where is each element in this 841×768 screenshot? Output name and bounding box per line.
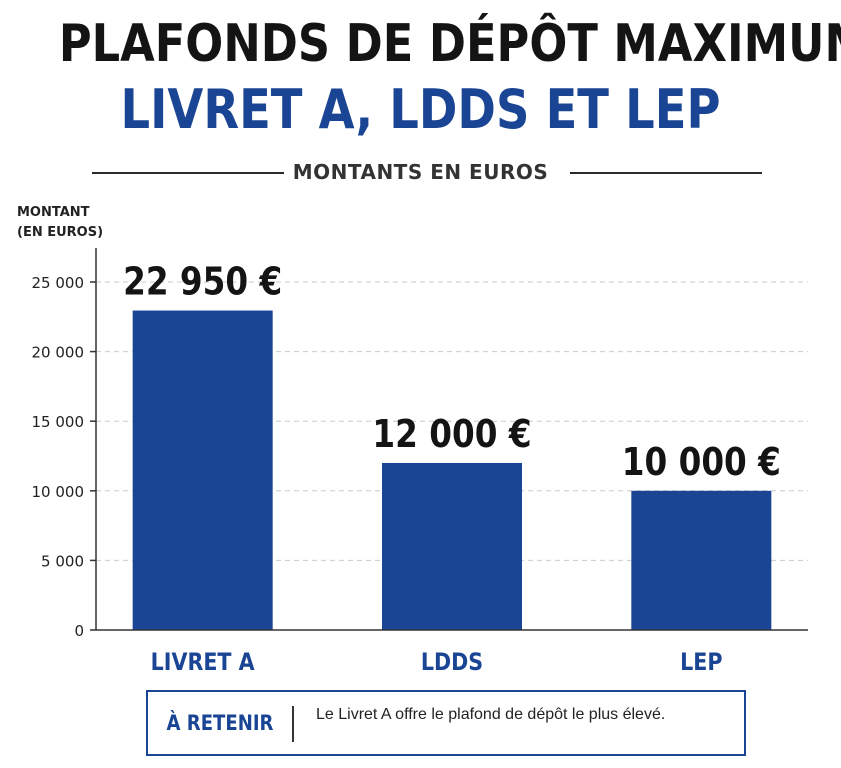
y-tick-label: 15 000 — [32, 413, 85, 431]
takeaway-label: À RETENIR — [166, 711, 274, 735]
takeaway-separator — [292, 706, 294, 742]
x-category-label: LEP — [680, 649, 722, 677]
subtitle: MONTANTS EN EUROS — [292, 160, 549, 184]
page-title-secondary: LIVRET A, LDDS ET LEP — [120, 78, 721, 141]
subtitle-row: MONTANTS EN EUROS — [0, 160, 841, 186]
bar — [382, 462, 522, 630]
y-tick-label: 25 000 — [32, 274, 85, 292]
bar-value-label: 10 000 € — [622, 440, 781, 484]
bar-value-label: 12 000 € — [372, 413, 531, 457]
bar-value-label: 22 950 € — [123, 260, 282, 304]
y-tick-label: 0 — [74, 622, 84, 640]
subtitle-rule-left — [92, 172, 284, 174]
bar-chart: 0 5 000 10 000 15 000 20 000 25 000 22 950 € LI… — [32, 248, 808, 677]
page-title: PLAFONDS DE DÉPÔT MAXIMUM — [58, 14, 841, 74]
x-category-label: LIVRET A — [151, 649, 256, 677]
y-tick-label: 20 000 — [32, 344, 85, 362]
y-axis-label: MONTANT (EN EUROS) — [17, 205, 104, 240]
bar — [132, 310, 273, 630]
takeaway-text: Le Livret A offre le plafond de dépôt le… — [316, 706, 666, 723]
y-tick-label: 10 000 — [32, 483, 85, 501]
takeaway-box: À RETENIR Le Livret A offre le plafond d… — [146, 690, 746, 756]
bar — [631, 490, 772, 630]
x-category-label: LDDS — [421, 649, 483, 677]
subtitle-rule-right — [570, 172, 762, 174]
y-tick-label: 5 000 — [41, 552, 84, 570]
